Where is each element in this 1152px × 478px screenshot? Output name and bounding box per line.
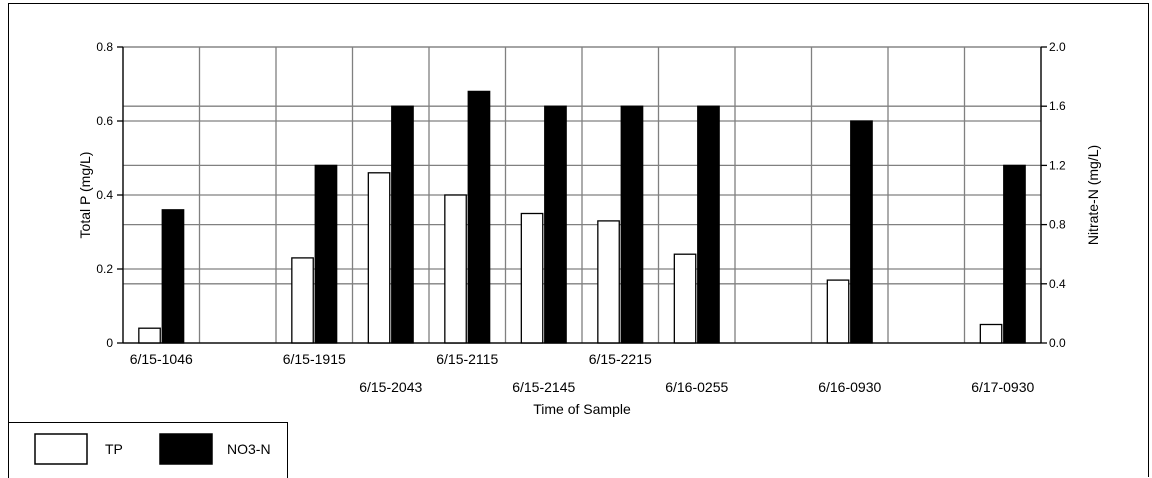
bar-no3n: [697, 105, 720, 344]
chart-frame: [8, 3, 1149, 477]
legend-swatch-tp: [33, 432, 88, 465]
bar-no3n: [544, 105, 567, 344]
bar-tp: [367, 172, 391, 344]
bar-tp: [138, 327, 161, 344]
left-y-tick-label: 0.8: [96, 40, 113, 54]
x-tick-label: 6/15-2043: [359, 379, 422, 395]
bar-tp: [444, 194, 467, 344]
gridlines: [122, 46, 1042, 344]
bar-no3n: [467, 90, 491, 344]
bar-no3n: [391, 105, 414, 344]
left-y-tick-label: 0: [106, 336, 113, 350]
right-y-tick-label: 1.6: [1049, 99, 1066, 113]
legend-label-no3n: NO3-N: [227, 441, 271, 457]
bar-no3n: [1003, 164, 1026, 344]
right-y-tick-label: 0.0: [1049, 336, 1066, 350]
bar-no3n: [850, 120, 873, 344]
x-tick-label: 6/17-0930: [971, 379, 1034, 395]
x-tick-label: 6/16-0255: [665, 379, 728, 395]
x-tick-label: 6/15-2115: [436, 351, 498, 367]
left-y-tick-label: 0.4: [96, 188, 113, 202]
legend-label-tp: TP: [105, 441, 123, 457]
bar-no3n: [314, 164, 338, 344]
bar-tp: [979, 323, 1003, 344]
right-y-ticks: 0.0 0.4 0.8 1.2 1.6 2.0: [1041, 40, 1066, 350]
right-y-tick-label: 1.2: [1049, 158, 1066, 172]
left-y-tick-label: 0.6: [96, 114, 113, 128]
x-tick-label: 6/15-2215: [589, 351, 652, 367]
x-tick-label: 6/15-2145: [512, 379, 575, 395]
right-y-axis-label: Nitrate-N (mg/L): [1085, 145, 1101, 245]
legend: TP NO3-N: [8, 422, 288, 478]
legend-swatch-no3n: [158, 432, 213, 465]
bar-tp: [673, 253, 697, 344]
x-tick-label: 6/15-1046: [130, 351, 193, 367]
bar-tp: [826, 279, 850, 344]
bar-tp: [520, 212, 544, 344]
left-y-ticks: 0 0.2 0.4 0.6 0.8: [96, 40, 123, 350]
right-y-tick-label: 2.0: [1049, 40, 1066, 54]
bar-tp: [291, 257, 314, 344]
x-tick-label: 6/16-0930: [818, 379, 881, 395]
bar-no3n: [620, 105, 644, 344]
bars: [138, 90, 1026, 344]
left-y-tick-label: 0.2: [96, 262, 113, 276]
right-y-tick-label: 0.8: [1049, 218, 1066, 232]
x-axis-label: Time of Sample: [533, 401, 631, 417]
right-y-tick-label: 0.4: [1049, 277, 1066, 291]
bar-tp: [597, 220, 620, 344]
x-tick-labels: 6/15-1046 6/15-1915 6/15-2043 6/15-2115 6/15…: [130, 351, 1035, 395]
bar-no3n: [161, 209, 185, 344]
left-y-axis-label: Total P (mg/L): [77, 152, 93, 239]
x-tick-label: 6/15-1915: [283, 351, 346, 367]
